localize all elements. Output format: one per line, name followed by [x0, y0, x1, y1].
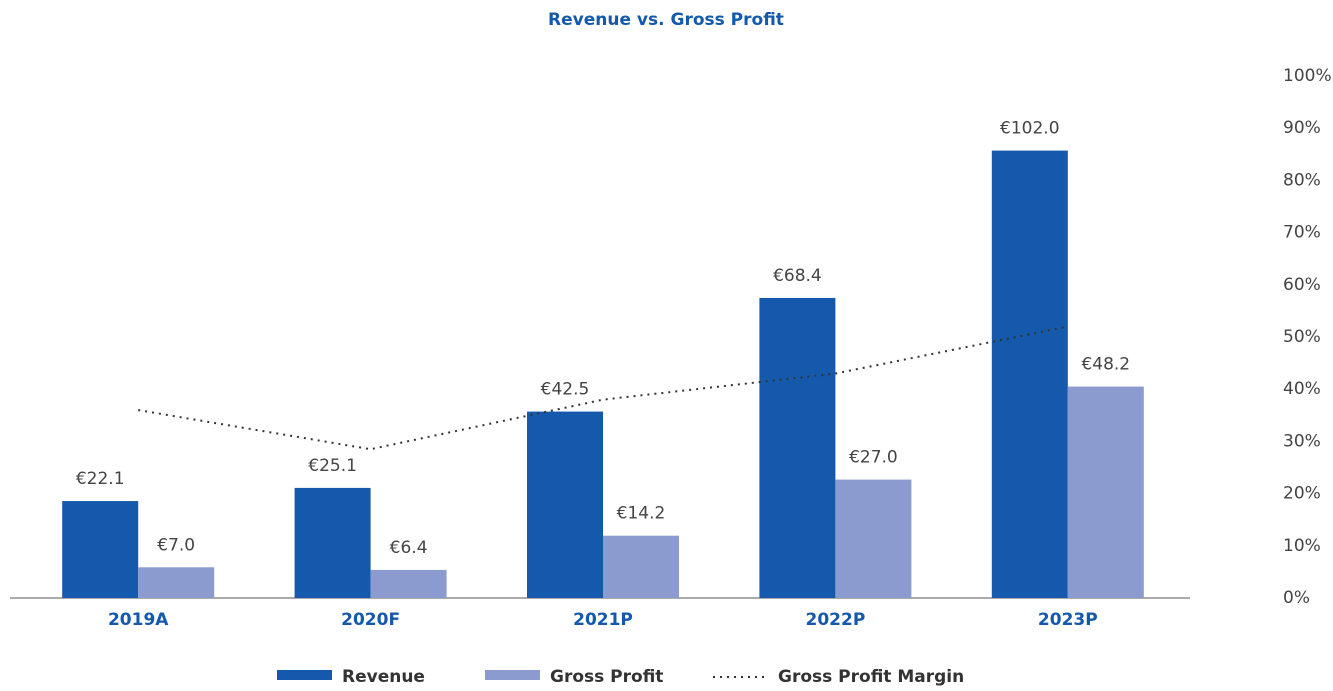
y2-tick-label: 0%: [1283, 588, 1310, 608]
y2-tick-label: 50%: [1283, 327, 1321, 347]
x-tick-label: 2022P: [806, 610, 866, 630]
data-label: €6.4: [390, 538, 428, 558]
legend-label: Gross Profit: [550, 667, 663, 687]
legend-swatch: [277, 670, 332, 680]
bar: [1067, 386, 1144, 598]
y2-tick-label: 40%: [1283, 379, 1321, 399]
bar: [527, 411, 603, 598]
legend-label: Revenue: [342, 667, 425, 687]
y2-tick-label: 100%: [1283, 66, 1332, 86]
y2-tick-label: 80%: [1283, 170, 1321, 190]
x-tick-label: 2019A: [108, 610, 169, 630]
bar: [835, 479, 912, 598]
y2-tick-label: 90%: [1283, 118, 1321, 138]
bar: [62, 501, 139, 598]
bar: [603, 535, 679, 598]
data-label: €68.4: [773, 266, 822, 286]
legend-label: Gross Profit Margin: [778, 667, 964, 687]
data-label: €102.0: [1000, 119, 1059, 139]
y2-tick-label: 10%: [1283, 536, 1321, 556]
x-tick-label: 2021P: [573, 610, 633, 630]
data-label: €22.1: [76, 469, 125, 489]
x-tick-label: 2020F: [341, 610, 400, 630]
chart-title: Revenue vs. Gross Profit: [548, 10, 784, 30]
data-label: €7.0: [157, 535, 195, 555]
y2-tick-label: 70%: [1283, 223, 1321, 243]
data-label: €48.2: [1081, 355, 1130, 375]
bar: [138, 567, 215, 598]
y2-tick-label: 60%: [1283, 275, 1321, 295]
data-label: €42.5: [541, 380, 590, 400]
y2-tick-label: 20%: [1283, 484, 1321, 504]
x-tick-label: 2023P: [1038, 610, 1098, 630]
bar: [759, 297, 836, 598]
legend-swatch: [485, 670, 540, 680]
bar: [294, 487, 371, 598]
data-label: €25.1: [308, 456, 357, 476]
data-label: €27.0: [849, 448, 898, 468]
bar: [991, 150, 1068, 599]
bar: [370, 569, 447, 598]
data-label: €14.2: [617, 504, 666, 524]
y2-tick-label: 30%: [1283, 431, 1321, 451]
